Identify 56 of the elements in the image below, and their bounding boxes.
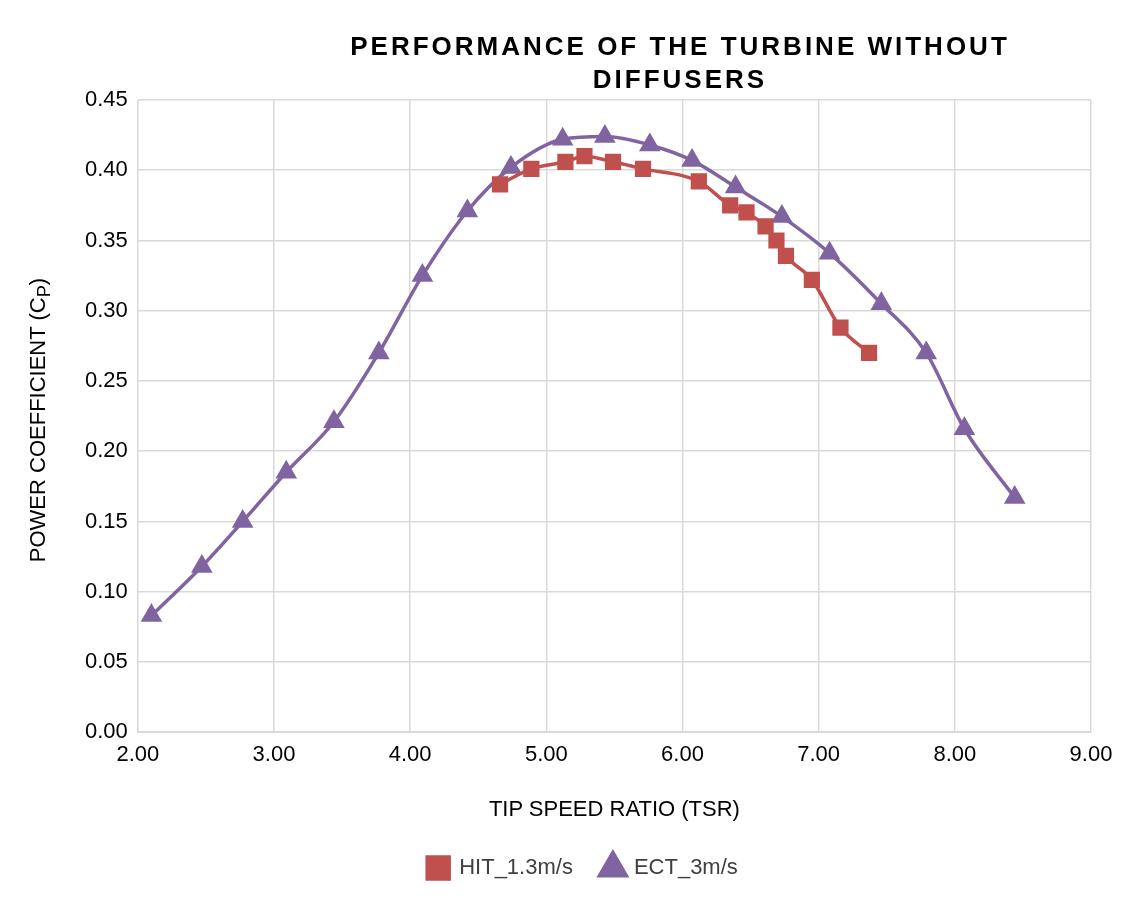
y-tick-label: 0.45 bbox=[84, 86, 128, 112]
x-tick-label: 9.00 bbox=[1069, 741, 1113, 767]
point bbox=[871, 292, 891, 310]
point bbox=[557, 153, 574, 170]
x-tick-label: 4.00 bbox=[388, 741, 432, 767]
point bbox=[1005, 486, 1025, 504]
point bbox=[860, 344, 878, 361]
x-tick-label: 5.00 bbox=[524, 741, 568, 767]
point bbox=[820, 242, 840, 260]
y-tick-label: 0.20 bbox=[84, 437, 128, 463]
y-tick-label: 0.40 bbox=[84, 156, 128, 182]
y-tick-label: 0.00 bbox=[84, 718, 128, 744]
point bbox=[604, 153, 622, 170]
point bbox=[275, 459, 297, 479]
point bbox=[757, 218, 774, 235]
point bbox=[369, 342, 389, 360]
point bbox=[768, 232, 785, 249]
x-tick-label: 3.00 bbox=[252, 741, 296, 767]
chart-title: PERFORMANCE OF THE TURBINE WITHOUT DIFFUSERS bbox=[349, 30, 1011, 96]
x-tick-label: 7.00 bbox=[797, 741, 841, 767]
point bbox=[412, 264, 432, 282]
point bbox=[634, 160, 652, 177]
y-tick-label: 0.15 bbox=[84, 507, 128, 533]
x-axis-title: TIP SPEED RATIO (TSR) bbox=[488, 795, 740, 821]
point bbox=[722, 197, 739, 214]
y-tick-label: 0.25 bbox=[84, 367, 128, 393]
y-tick-label: 0.05 bbox=[84, 648, 128, 674]
point bbox=[576, 148, 593, 165]
point bbox=[738, 204, 755, 221]
point bbox=[690, 173, 707, 190]
x-tick-label: 6.00 bbox=[661, 741, 704, 767]
point bbox=[954, 417, 974, 435]
point bbox=[777, 247, 795, 265]
point bbox=[803, 271, 820, 288]
point bbox=[916, 342, 936, 360]
point bbox=[682, 149, 702, 167]
point bbox=[640, 134, 660, 152]
point bbox=[192, 555, 212, 573]
legend-label: HIT_1.3m/s bbox=[459, 854, 573, 880]
point bbox=[491, 176, 509, 193]
point bbox=[324, 410, 344, 428]
y-tick-label: 0.35 bbox=[84, 226, 128, 252]
point bbox=[457, 200, 477, 218]
point bbox=[595, 125, 615, 143]
point bbox=[523, 160, 540, 177]
point bbox=[772, 205, 792, 223]
point bbox=[832, 319, 849, 336]
y-tick-label: 0.30 bbox=[84, 296, 128, 322]
x-tick-label: 2.00 bbox=[116, 741, 160, 767]
point bbox=[501, 156, 521, 174]
legend-label: ECT_3m/s bbox=[633, 854, 738, 880]
point bbox=[233, 510, 253, 528]
y-tick-label: 0.10 bbox=[84, 577, 128, 603]
x-tick-label: 8.00 bbox=[933, 741, 977, 767]
point bbox=[141, 604, 161, 622]
point bbox=[726, 176, 746, 194]
